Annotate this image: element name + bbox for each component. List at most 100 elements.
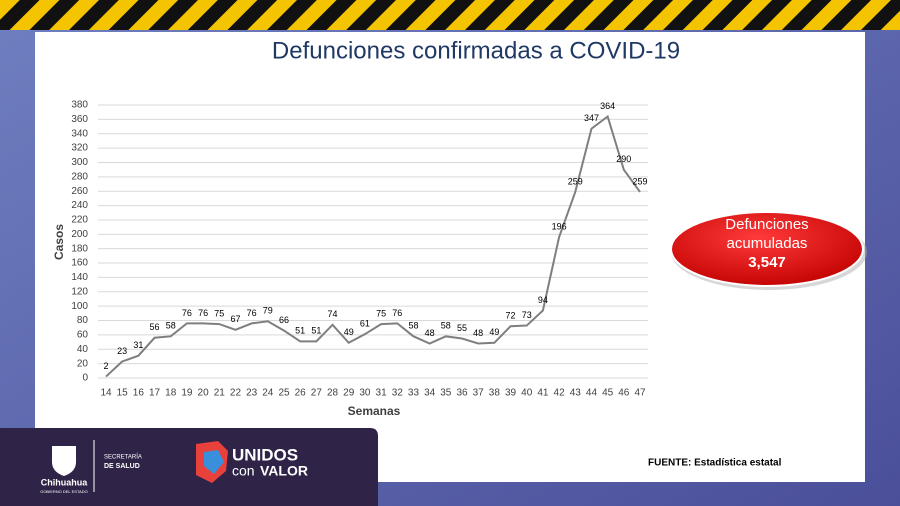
data-label: 75 [214,308,224,318]
data-label: 76 [198,308,208,318]
x-tick-label: 15 [117,388,129,399]
data-label: 74 [328,309,338,319]
y-tick-label: 320 [71,143,88,154]
y-axis-label: Casos [52,224,66,260]
x-tick-label: 40 [521,388,533,399]
data-label: 75 [376,308,386,318]
data-label: 66 [279,315,289,325]
y-tick-label: 220 [71,215,88,226]
x-tick-label: 47 [634,388,646,399]
x-tick-label: 17 [149,388,161,399]
data-label: 259 [632,176,647,186]
con: con [232,463,255,479]
x-tick-label: 29 [343,388,355,399]
x-tick-label: 36 [456,388,468,399]
callout-box: Defunciones acumuladas 3,547 [725,216,809,271]
state-shield [52,446,76,476]
secretaria: SECRETARÍA [104,454,142,461]
y-tick-label: 300 [71,157,88,168]
y-tick-label: 200 [71,229,88,240]
data-label: 79 [263,306,273,316]
data-label: 196 [552,222,567,232]
y-tick-label: 380 [71,100,88,111]
callout-value: 3,547 [748,254,786,271]
data-label: 49 [489,327,499,337]
source: FUENTE: Estadística estatal [648,458,782,469]
data-label: 73 [522,310,532,320]
y-tick-label: 20 [77,358,89,369]
y-tick-label: 180 [71,243,88,254]
x-tick-label: 34 [424,388,436,399]
x-tick-label: 18 [165,388,177,399]
state-sub: GOBIERNO DEL ESTADO [40,489,88,494]
y-tick-label: 80 [77,315,89,326]
data-label: 58 [408,321,418,331]
data-label: 94 [538,295,548,305]
data-label: 58 [441,321,451,331]
y-tick-label: 60 [77,330,89,341]
unidos: UNIDOS [232,445,298,464]
x-tick-label: 31 [376,388,388,399]
salud: DE SALUD [104,463,140,470]
y-tick-label: 260 [71,186,88,197]
data-label: 347 [584,113,599,123]
data-label: 48 [473,328,483,338]
x-tick-label: 28 [327,388,339,399]
data-label: 2 [103,361,108,371]
x-tick-label: 41 [537,388,549,399]
y-tick-label: 160 [71,258,88,269]
y-tick-label: 40 [77,344,89,355]
x-axis-label: Semanas [348,404,401,418]
chart-title: Defunciones confirmadas a COVID-19 [272,37,680,64]
data-label: 56 [150,322,160,332]
x-tick-label: 35 [440,388,452,399]
data-label: 290 [616,154,631,164]
callout [670,211,864,287]
x-tick-label: 20 [198,388,210,399]
data-label: 51 [295,326,305,336]
x-tick-label: 14 [100,388,112,399]
x-tick-label: 21 [214,388,226,399]
x-tick-label: 26 [295,388,307,399]
x-tick-label: 37 [473,388,485,399]
x-tick-label: 43 [570,388,582,399]
x-tick-label: 16 [133,388,145,399]
plot: 0204060801001201401601802002202402602803… [71,100,648,399]
data-label: 31 [133,340,143,350]
callout-label: Defunciones acumuladas [725,216,809,252]
hazard-stripes [0,0,900,30]
x-tick-label: 24 [262,388,274,399]
y-tick-label: 240 [71,200,88,211]
y-tick-label: 360 [71,114,88,125]
data-label: 259 [568,176,583,186]
data-label: 49 [344,327,354,337]
x-tick-label: 45 [602,388,614,399]
y-tick-label: 280 [71,171,88,182]
x-tick-label: 30 [359,388,371,399]
data-label: 51 [311,326,321,336]
x-tick-label: 46 [618,388,630,399]
unidos-icon-inner [204,450,224,474]
valor: VALOR [260,463,308,479]
data-label: 58 [166,321,176,331]
line [105,114,641,378]
x-tick-label: 27 [311,388,323,399]
x-tick-label: 42 [554,388,566,399]
x-tick-label: 23 [246,388,258,399]
data-label: 67 [230,314,240,324]
x-tick-label: 22 [230,388,242,399]
data-label: 76 [247,308,257,318]
data-label: 76 [392,308,402,318]
x-tick-label: 25 [278,388,290,399]
data-label: 23 [117,346,127,356]
data-label: 55 [457,323,467,333]
x-tick-label: 39 [505,388,517,399]
x-tick-label: 44 [586,388,598,399]
data-label: 364 [600,101,615,111]
x-tick-label: 38 [489,388,501,399]
y-tick-label: 140 [71,272,88,283]
x-tick-label: 33 [408,388,420,399]
y-tick-label: 0 [82,373,88,384]
x-tick-label: 19 [181,388,193,399]
